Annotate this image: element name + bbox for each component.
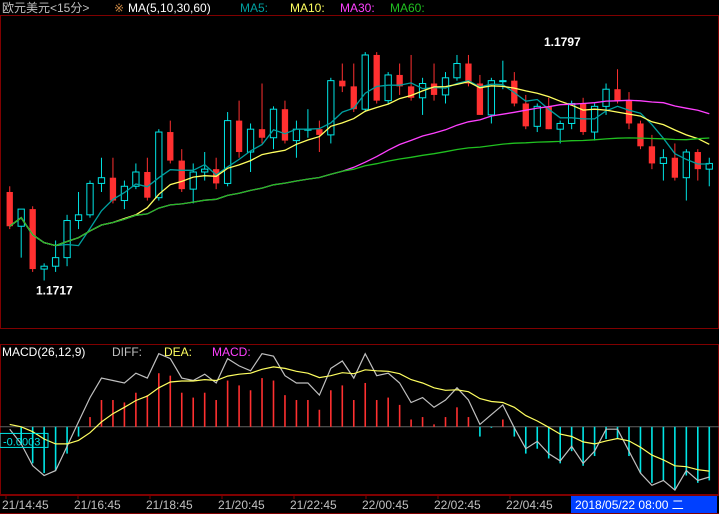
chart-canvas[interactable]: 1.1717 1.1797 欧元美元<15分> ※ MA(5,10,30,60) MA5:…: [0, 0, 719, 514]
svg-text:21/14:45: 21/14:45: [2, 498, 49, 512]
svg-text:21/20:45: 21/20:45: [218, 498, 265, 512]
price-label: 1.1797: [544, 35, 581, 49]
time-tick[interactable]: 21/20:45: [218, 495, 265, 512]
macd-col-label: MACD:: [212, 345, 251, 359]
time-tick[interactable]: 22/04:45: [506, 495, 553, 512]
time-tick[interactable]: 21/18:45: [146, 495, 193, 512]
svg-text:2018/05/22 08:00 二: 2018/05/22 08:00 二: [575, 498, 684, 512]
macd-label: MACD(26,12,9): [2, 345, 85, 359]
instrument-title: 欧元美元<15分>: [2, 1, 89, 15]
time-tick[interactable]: 21/14:45: [2, 495, 49, 512]
ma5-label: MA5:: [240, 1, 268, 15]
ma-group-label: MA(5,10,30,60): [128, 1, 211, 15]
svg-text:21/18:45: 21/18:45: [146, 498, 193, 512]
ma10-label: MA10:: [290, 1, 325, 15]
time-tick[interactable]: 21/22:45: [290, 495, 337, 512]
ma30-label: MA30:: [340, 1, 375, 15]
svg-text:21/16:45: 21/16:45: [74, 498, 121, 512]
price-label: 1.1717: [36, 283, 73, 297]
time-tick[interactable]: 22/00:45: [362, 495, 409, 512]
time-tick-selected[interactable]: 2018/05/22 08:00 二: [571, 496, 717, 513]
time-tick[interactable]: 22/02:45: [434, 495, 481, 512]
svg-text:21/22:45: 21/22:45: [290, 498, 337, 512]
macd-axis-value: -0.0003: [3, 436, 40, 448]
dea-label: DEA:: [164, 345, 192, 359]
ma60-label: MA60:: [390, 1, 425, 15]
time-tick[interactable]: 21/16:45: [74, 495, 121, 512]
sep-icon: ※: [114, 1, 124, 15]
svg-text:22/02:45: 22/02:45: [434, 498, 481, 512]
diff-label: DIFF:: [112, 345, 142, 359]
svg-text:22/04:45: 22/04:45: [506, 498, 553, 512]
svg-text:22/00:45: 22/00:45: [362, 498, 409, 512]
